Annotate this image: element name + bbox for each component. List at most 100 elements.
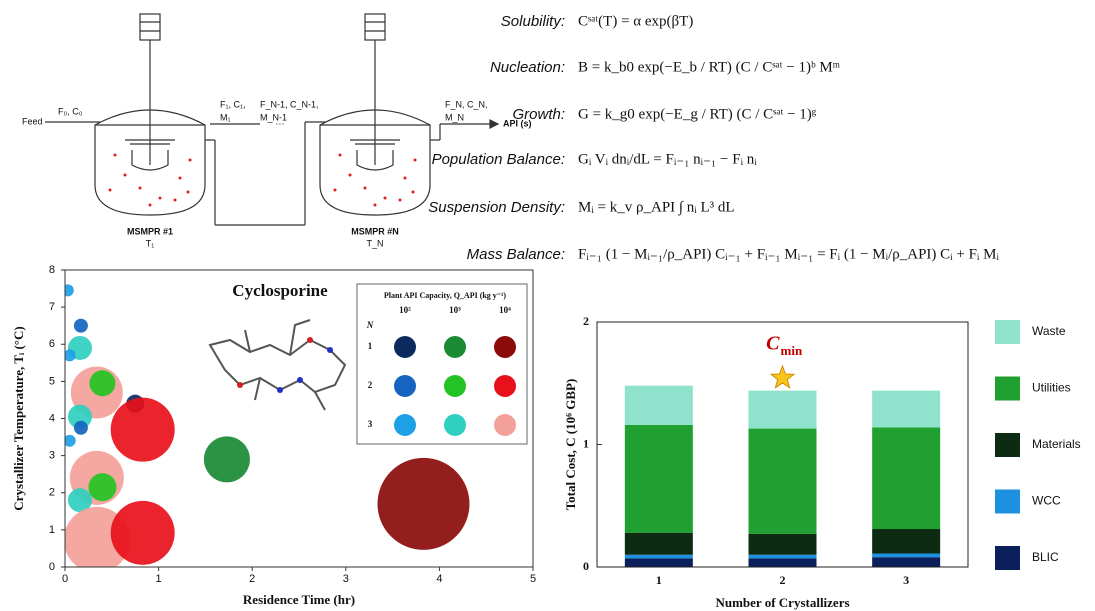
x-tick-label: 4 bbox=[436, 573, 442, 585]
annotation-subscript: min bbox=[781, 343, 803, 358]
y-tick-label: 5 bbox=[49, 375, 55, 387]
bar-segment bbox=[625, 558, 693, 567]
x-tick-label: 3 bbox=[903, 573, 909, 587]
equation: B = k_b0 exp(−E_b / RT) (C / Cˢᵃᵗ − 1)ᵇ … bbox=[578, 59, 841, 75]
legend-label: Utilities bbox=[1032, 381, 1071, 395]
legend-swatch bbox=[494, 414, 516, 436]
y-tick-label: 8 bbox=[49, 264, 55, 276]
x-tick-label: 2 bbox=[249, 573, 255, 585]
legend-row: 3 bbox=[368, 419, 373, 429]
bubble bbox=[111, 398, 175, 462]
legend-swatch bbox=[444, 336, 466, 358]
bar-segment bbox=[749, 429, 817, 534]
x-tick-label: 2 bbox=[780, 573, 786, 587]
legend-row-title: N bbox=[366, 320, 374, 330]
diagram-label: F_N, C_N, bbox=[445, 99, 488, 109]
bar-segment bbox=[872, 557, 940, 567]
bar-segment bbox=[625, 386, 693, 425]
legend-column: 10² bbox=[399, 305, 411, 315]
bubble bbox=[88, 473, 116, 501]
y-tick-label: 2 bbox=[583, 314, 589, 328]
bubble bbox=[377, 458, 469, 550]
equation: Fᵢ₋₁ (1 − Mᵢ₋₁/ρ_API) Cᵢ₋₁ + Fᵢ₋₁ Mᵢ₋₁ =… bbox=[578, 246, 999, 262]
y-tick-label: 3 bbox=[49, 450, 55, 462]
legend-label: Materials bbox=[1032, 437, 1081, 451]
diagram-label: MSMPR #1 bbox=[127, 226, 173, 236]
diagram-label: F_N-1, C_N-1, bbox=[260, 99, 319, 109]
y-tick-label: 6 bbox=[49, 338, 55, 350]
diagram-label: M_N bbox=[445, 112, 464, 122]
legend-label: BLIC bbox=[1032, 550, 1059, 564]
equation-label: Population Balance: bbox=[432, 151, 565, 168]
x-axis-label: Residence Time (hr) bbox=[243, 592, 355, 607]
diagram-label: MSMPR #N bbox=[351, 226, 399, 236]
bar-segment bbox=[872, 391, 940, 428]
diagram-label: F₁, C₁, bbox=[220, 99, 246, 109]
legend-swatch bbox=[394, 414, 416, 436]
bubble bbox=[74, 319, 88, 333]
legend-title: Plant API Capacity, Q_API (kg y⁻¹) bbox=[384, 291, 507, 300]
y-tick-label: 0 bbox=[583, 559, 589, 573]
x-tick-label: 1 bbox=[656, 573, 662, 587]
y-axis-label: Total Cost, C (10⁶ GBP) bbox=[563, 379, 578, 511]
equation-label: Mass Balance: bbox=[467, 246, 565, 263]
bubble bbox=[204, 436, 250, 482]
legend-column: 10³ bbox=[449, 305, 461, 315]
y-tick-label: 2 bbox=[49, 487, 55, 499]
legend-column: 10⁴ bbox=[499, 305, 511, 315]
legend-swatch bbox=[995, 377, 1020, 401]
legend-swatch bbox=[444, 375, 466, 397]
diagram-label: F₀, C₀ bbox=[58, 106, 83, 116]
chart-title: Cyclosporine bbox=[232, 281, 328, 300]
particles bbox=[109, 154, 417, 207]
bar-segment bbox=[625, 533, 693, 555]
legend-label: WCC bbox=[1032, 494, 1061, 508]
legend-swatch bbox=[995, 490, 1020, 514]
legend-swatch bbox=[394, 375, 416, 397]
y-tick-label: 1 bbox=[49, 524, 55, 536]
legend-swatch bbox=[494, 375, 516, 397]
bar-segment bbox=[749, 558, 817, 567]
y-tick-label: 0 bbox=[49, 561, 55, 573]
legend-swatch bbox=[995, 320, 1020, 344]
x-tick-label: 5 bbox=[530, 573, 536, 585]
bar-segment bbox=[749, 391, 817, 429]
bar-segment bbox=[749, 555, 817, 559]
legend-row: 2 bbox=[368, 380, 373, 390]
y-axis-label: Crystallizer Temperature, Tᵢ (°C) bbox=[11, 326, 26, 510]
legend-swatch bbox=[995, 546, 1020, 570]
bar-segment bbox=[872, 554, 940, 558]
bubble bbox=[74, 421, 88, 435]
x-tick-label: 3 bbox=[343, 573, 349, 585]
y-tick-label: 4 bbox=[49, 412, 55, 424]
bar-segment bbox=[625, 425, 693, 533]
star bbox=[771, 366, 794, 388]
equation-label: Suspension Density: bbox=[428, 199, 565, 216]
diagram-label: M₁ bbox=[220, 112, 231, 122]
bubble bbox=[89, 370, 115, 396]
bubble bbox=[111, 501, 175, 565]
legend-swatch bbox=[494, 336, 516, 358]
annotation: C bbox=[766, 333, 780, 355]
equation-label: Nucleation: bbox=[490, 59, 565, 76]
legend-label: Waste bbox=[1032, 324, 1066, 338]
bar-segment bbox=[625, 555, 693, 559]
figure: FeedF₀, C₀F₁, C₁,M₁⋯F_N-1, C_N-1,M_N-1F_… bbox=[0, 0, 1095, 611]
diagram-label: T_N bbox=[366, 238, 383, 248]
molecule-image bbox=[210, 320, 345, 410]
bar-segment bbox=[749, 534, 817, 555]
x-tick-label: 0 bbox=[62, 573, 68, 585]
equation-label: Solubility: bbox=[501, 13, 565, 30]
y-tick-label: 7 bbox=[49, 301, 55, 313]
legend-swatch bbox=[995, 433, 1020, 457]
diagram-label: T₁ bbox=[146, 238, 155, 248]
diagram-label: M_N-1 bbox=[260, 112, 287, 122]
bar-segment bbox=[872, 427, 940, 529]
x-tick-label: 1 bbox=[156, 573, 162, 585]
equation: Gᵢ Vᵢ dnᵢ/dL = Fᵢ₋₁ nᵢ₋₁ − Fᵢ nᵢ bbox=[578, 151, 757, 167]
bubble bbox=[62, 284, 74, 296]
x-axis-label: Number of Crystallizers bbox=[715, 595, 849, 610]
bar-segment bbox=[872, 529, 940, 554]
y-tick-label: 1 bbox=[583, 436, 589, 450]
equation: Mᵢ = k_v ρ_API ∫ nᵢ L³ dL bbox=[578, 199, 735, 215]
